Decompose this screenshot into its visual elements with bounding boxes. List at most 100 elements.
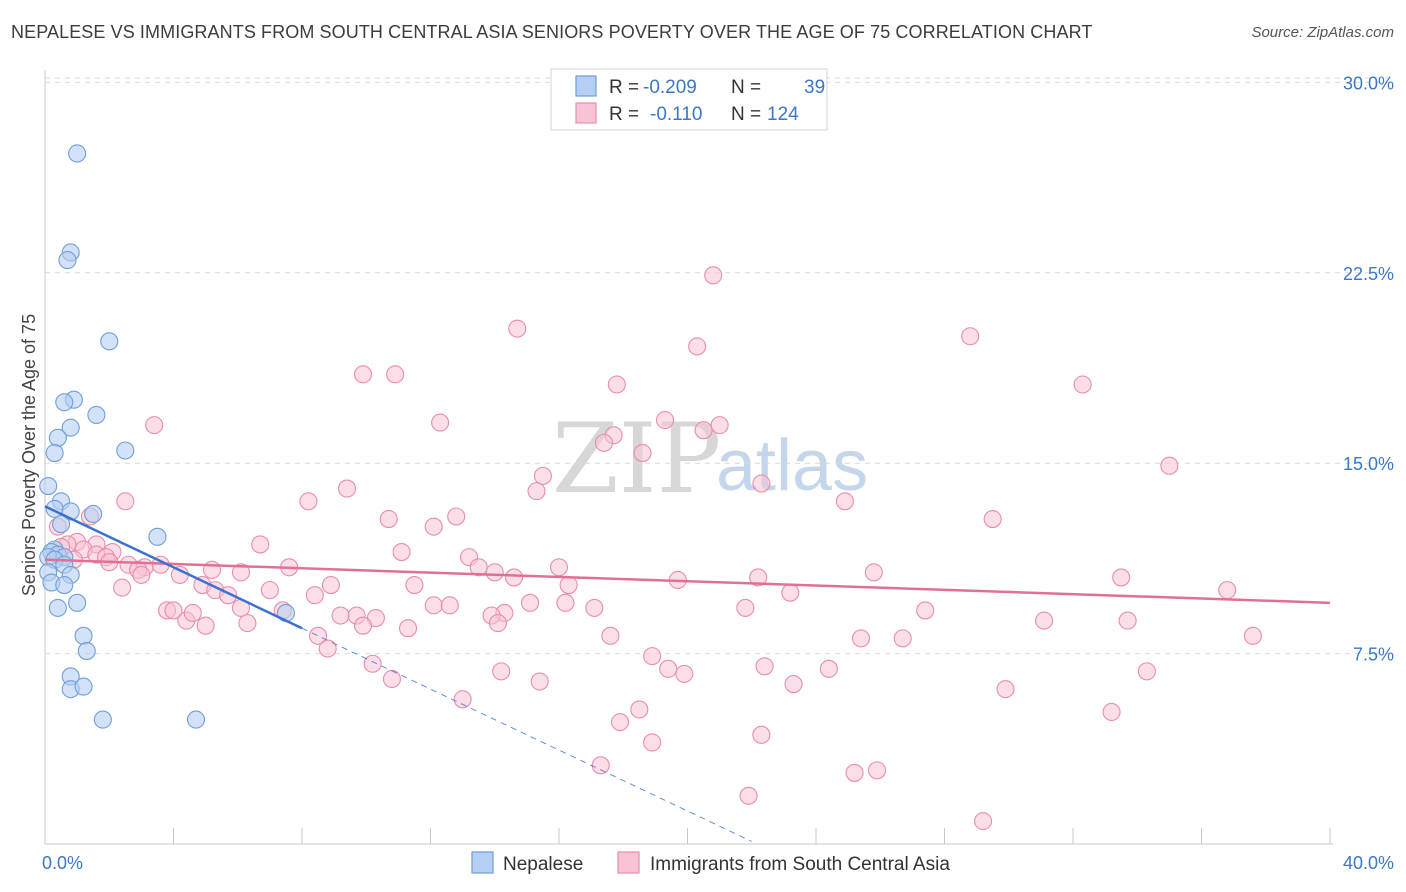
immigrants-point [530, 672, 549, 691]
immigrants-point [469, 558, 488, 577]
immigrants-point [784, 675, 803, 694]
immigrants-point [1112, 568, 1131, 587]
series-nepalese [39, 144, 295, 729]
immigrants-point [379, 509, 398, 529]
legend-n-value-1: 39 [804, 77, 825, 98]
immigrants-point [405, 576, 424, 595]
immigrants-point [521, 593, 540, 612]
x-tick-label-max: 40.0% [1343, 853, 1394, 873]
immigrants-point [1137, 662, 1156, 681]
stats-legend-box [550, 68, 828, 131]
immigrants-point [755, 657, 774, 676]
y-tick-label: 15.0% [1343, 454, 1394, 474]
nepalese-point [61, 418, 80, 437]
legend-r-label-1: R = [609, 77, 639, 98]
immigrants-point [694, 421, 713, 440]
immigrants-point [492, 662, 511, 681]
immigrants-point [973, 812, 993, 831]
immigrants-point [630, 700, 649, 719]
immigrants-point [251, 535, 270, 554]
immigrants-point [231, 563, 251, 582]
legend-r-label-2: R = [609, 104, 639, 125]
immigrants-point [916, 601, 935, 620]
immigrants-point [321, 576, 340, 595]
immigrants-point [299, 492, 318, 511]
nepalese-point [84, 504, 103, 524]
immigrants-point [864, 563, 883, 582]
immigrants-point [704, 266, 723, 285]
immigrants-point [559, 576, 578, 595]
nepalese-point [45, 443, 64, 463]
legend-n-label-1: N = [731, 77, 761, 98]
immigrants-point [504, 568, 524, 587]
nepalese-point [48, 428, 67, 447]
immigrants-point [488, 614, 508, 633]
immigrants-point [116, 492, 135, 511]
nepalese-point [39, 476, 58, 496]
immigrants-point [392, 542, 411, 562]
immigrants-point [675, 664, 694, 683]
nepalese-point [77, 642, 96, 661]
immigrants-trend-line [44, 558, 1331, 605]
immigrants-point [893, 629, 912, 648]
immigrants-point [610, 713, 630, 732]
immigrants-point [424, 517, 443, 536]
immigrants-point [260, 581, 279, 600]
nepalese-point [87, 405, 106, 425]
immigrants-point [331, 606, 350, 625]
bottom-legend-label-nepalese: Nepalese [503, 854, 583, 875]
nepalese-point [116, 441, 135, 460]
immigrants-point [453, 690, 472, 709]
series-legend: Nepalese Immigrants from South Central A… [471, 851, 950, 875]
nepalese-point [58, 251, 77, 270]
x-tick-label-min: 0.0% [42, 853, 83, 873]
trend-lines [44, 505, 1331, 842]
immigrants-point [353, 616, 373, 635]
nepalese-point [100, 332, 119, 351]
immigrants-point [318, 639, 337, 658]
y-axis-title: Seniors Poverty Over the Age of 75 [19, 314, 39, 596]
immigrants-point [739, 786, 758, 805]
immigrants-point [305, 586, 324, 605]
immigrants-point [556, 593, 575, 612]
immigrants-point [1243, 626, 1262, 645]
immigrants-point [1160, 456, 1179, 475]
immigrants-point [752, 474, 771, 493]
y-tick-label: 22.5% [1343, 264, 1394, 284]
immigrants-point [1035, 611, 1054, 630]
immigrants-point [601, 626, 620, 645]
immigrants-point [736, 598, 755, 617]
immigrants-point [594, 433, 614, 452]
chart-source: Source: ZipAtlas.com [1251, 24, 1394, 41]
legend-swatch-immigrants [575, 102, 597, 124]
immigrants-point [607, 375, 626, 394]
immigrants-point [485, 563, 504, 582]
immigrants-point [164, 601, 183, 620]
nepalese-point [148, 527, 167, 546]
nepalese-point [68, 144, 87, 163]
immigrants-point [533, 466, 552, 485]
bottom-legend-label-immigrants: Immigrants from South Central Asia [650, 854, 950, 875]
immigrants-point [549, 558, 569, 577]
nepalese-point [48, 598, 67, 617]
bottom-legend-swatch-nepalese [471, 851, 494, 874]
immigrants-point [749, 568, 768, 587]
immigrants-point [398, 619, 418, 638]
nepalese-point [74, 626, 93, 645]
immigrants-point [440, 596, 459, 615]
nepalese-point [55, 576, 74, 595]
immigrants-point [655, 410, 675, 430]
immigrants-point [983, 509, 1002, 529]
legend-r-value-2: -0.110 [650, 104, 702, 125]
nepalese-trend-line [44, 505, 303, 630]
immigrants-point [353, 365, 373, 384]
immigrants-point [835, 492, 854, 511]
nepalese-point [52, 515, 71, 534]
nepalese-point [74, 677, 93, 696]
immigrants-point [851, 629, 871, 648]
nepalese-point [55, 393, 74, 412]
immigrants-point [424, 596, 443, 615]
immigrants-point [585, 598, 604, 617]
immigrants-point [591, 756, 610, 775]
